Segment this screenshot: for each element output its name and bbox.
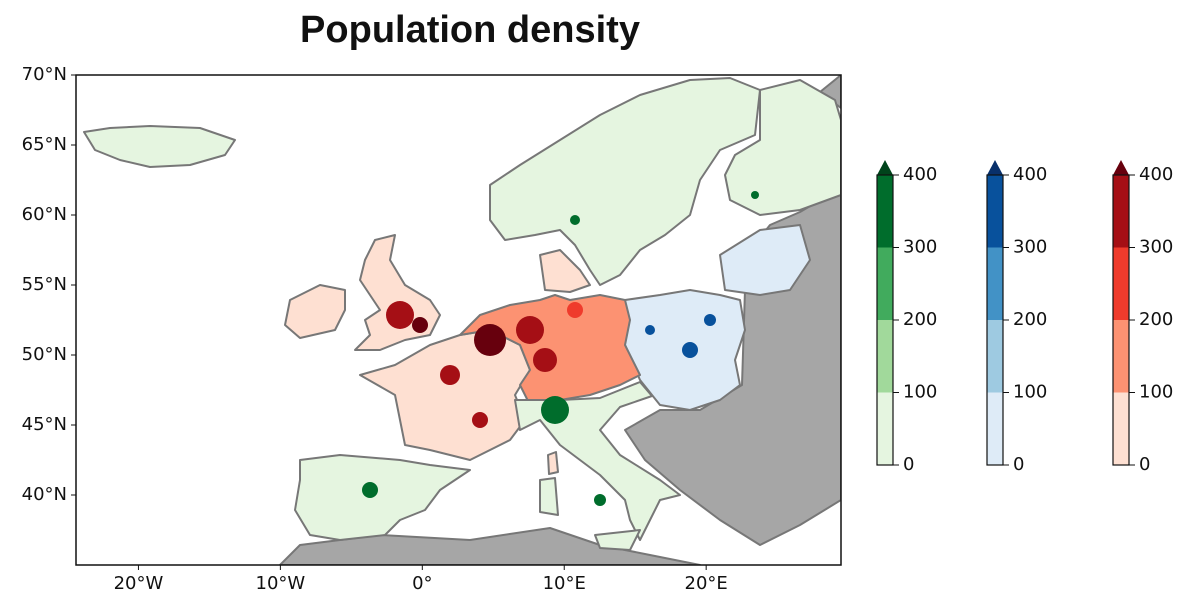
colorbar-tick-label: 0 xyxy=(1139,454,1150,475)
ireland xyxy=(284,284,346,339)
iceland xyxy=(83,125,236,168)
colorbar-tick-label: 400 xyxy=(1139,164,1173,185)
land-gray xyxy=(279,527,701,565)
x-tick-label: 10°W xyxy=(256,573,306,594)
colorbar-segment xyxy=(877,247,893,320)
colorbar-tick-label: 200 xyxy=(903,309,937,330)
colorbar-segment xyxy=(1113,247,1129,320)
colorbar-tick-label: 0 xyxy=(903,454,914,475)
colorbar-segment xyxy=(877,392,893,465)
x-tick-label: 10°E xyxy=(543,573,586,594)
y-tick-label: 40°N xyxy=(22,484,67,505)
map-frame xyxy=(75,74,842,566)
colorbar-tick-label: 300 xyxy=(1139,237,1173,258)
iberia xyxy=(294,454,471,541)
colorbar-tick-label: 100 xyxy=(1139,382,1173,403)
finland xyxy=(724,79,841,216)
colorbar-tick-label: 300 xyxy=(1013,237,1047,258)
colorbar-tick-label: 300 xyxy=(903,237,937,258)
map-land xyxy=(83,75,841,565)
denmark xyxy=(539,249,591,293)
france xyxy=(359,329,531,461)
colorbar-tick-label: 100 xyxy=(903,382,937,403)
colorbar-segment xyxy=(877,320,893,393)
scandinavia xyxy=(489,77,761,286)
x-tick-label: 20°W xyxy=(114,573,164,594)
city-spots xyxy=(362,191,759,506)
colorbar-extend xyxy=(1113,160,1129,175)
y-tick-label: 60°N xyxy=(22,204,67,225)
colorbar-extend xyxy=(987,160,1003,175)
y-tick-label: 50°N xyxy=(22,344,67,365)
sicily xyxy=(594,529,641,551)
colorbar-segment xyxy=(1113,392,1129,465)
x-tick-label: 0° xyxy=(412,573,432,594)
colorbar-tick-label: 200 xyxy=(1013,309,1047,330)
chart-title: Population density xyxy=(300,9,640,51)
colorbar-segment xyxy=(877,175,893,248)
y-tick-label: 55°N xyxy=(22,274,67,295)
colorbar-extend xyxy=(877,160,893,175)
colorbar-tick-label: 400 xyxy=(1013,164,1047,185)
colorbar-tick-label: 200 xyxy=(1139,309,1173,330)
great-britain xyxy=(354,234,441,351)
corsica xyxy=(547,451,559,475)
colorbar-segment xyxy=(987,320,1003,393)
colorbar-segment xyxy=(987,392,1003,465)
colorbar-tick-label: 0 xyxy=(1013,454,1024,475)
y-tick-label: 45°N xyxy=(22,414,67,435)
y-tick-label: 65°N xyxy=(22,134,67,155)
x-tick-label: 20°E xyxy=(685,573,728,594)
colorbar-segment xyxy=(987,175,1003,248)
colorbar-tick-label: 400 xyxy=(903,164,937,185)
colorbar-segment xyxy=(987,247,1003,320)
colorbar-segment xyxy=(1113,320,1129,393)
baltics xyxy=(719,224,811,296)
sardinia xyxy=(539,477,559,516)
y-tick-label: 70°N xyxy=(22,64,67,85)
colorbar-tick-label: 100 xyxy=(1013,382,1047,403)
colorbar-segment xyxy=(1113,175,1129,248)
